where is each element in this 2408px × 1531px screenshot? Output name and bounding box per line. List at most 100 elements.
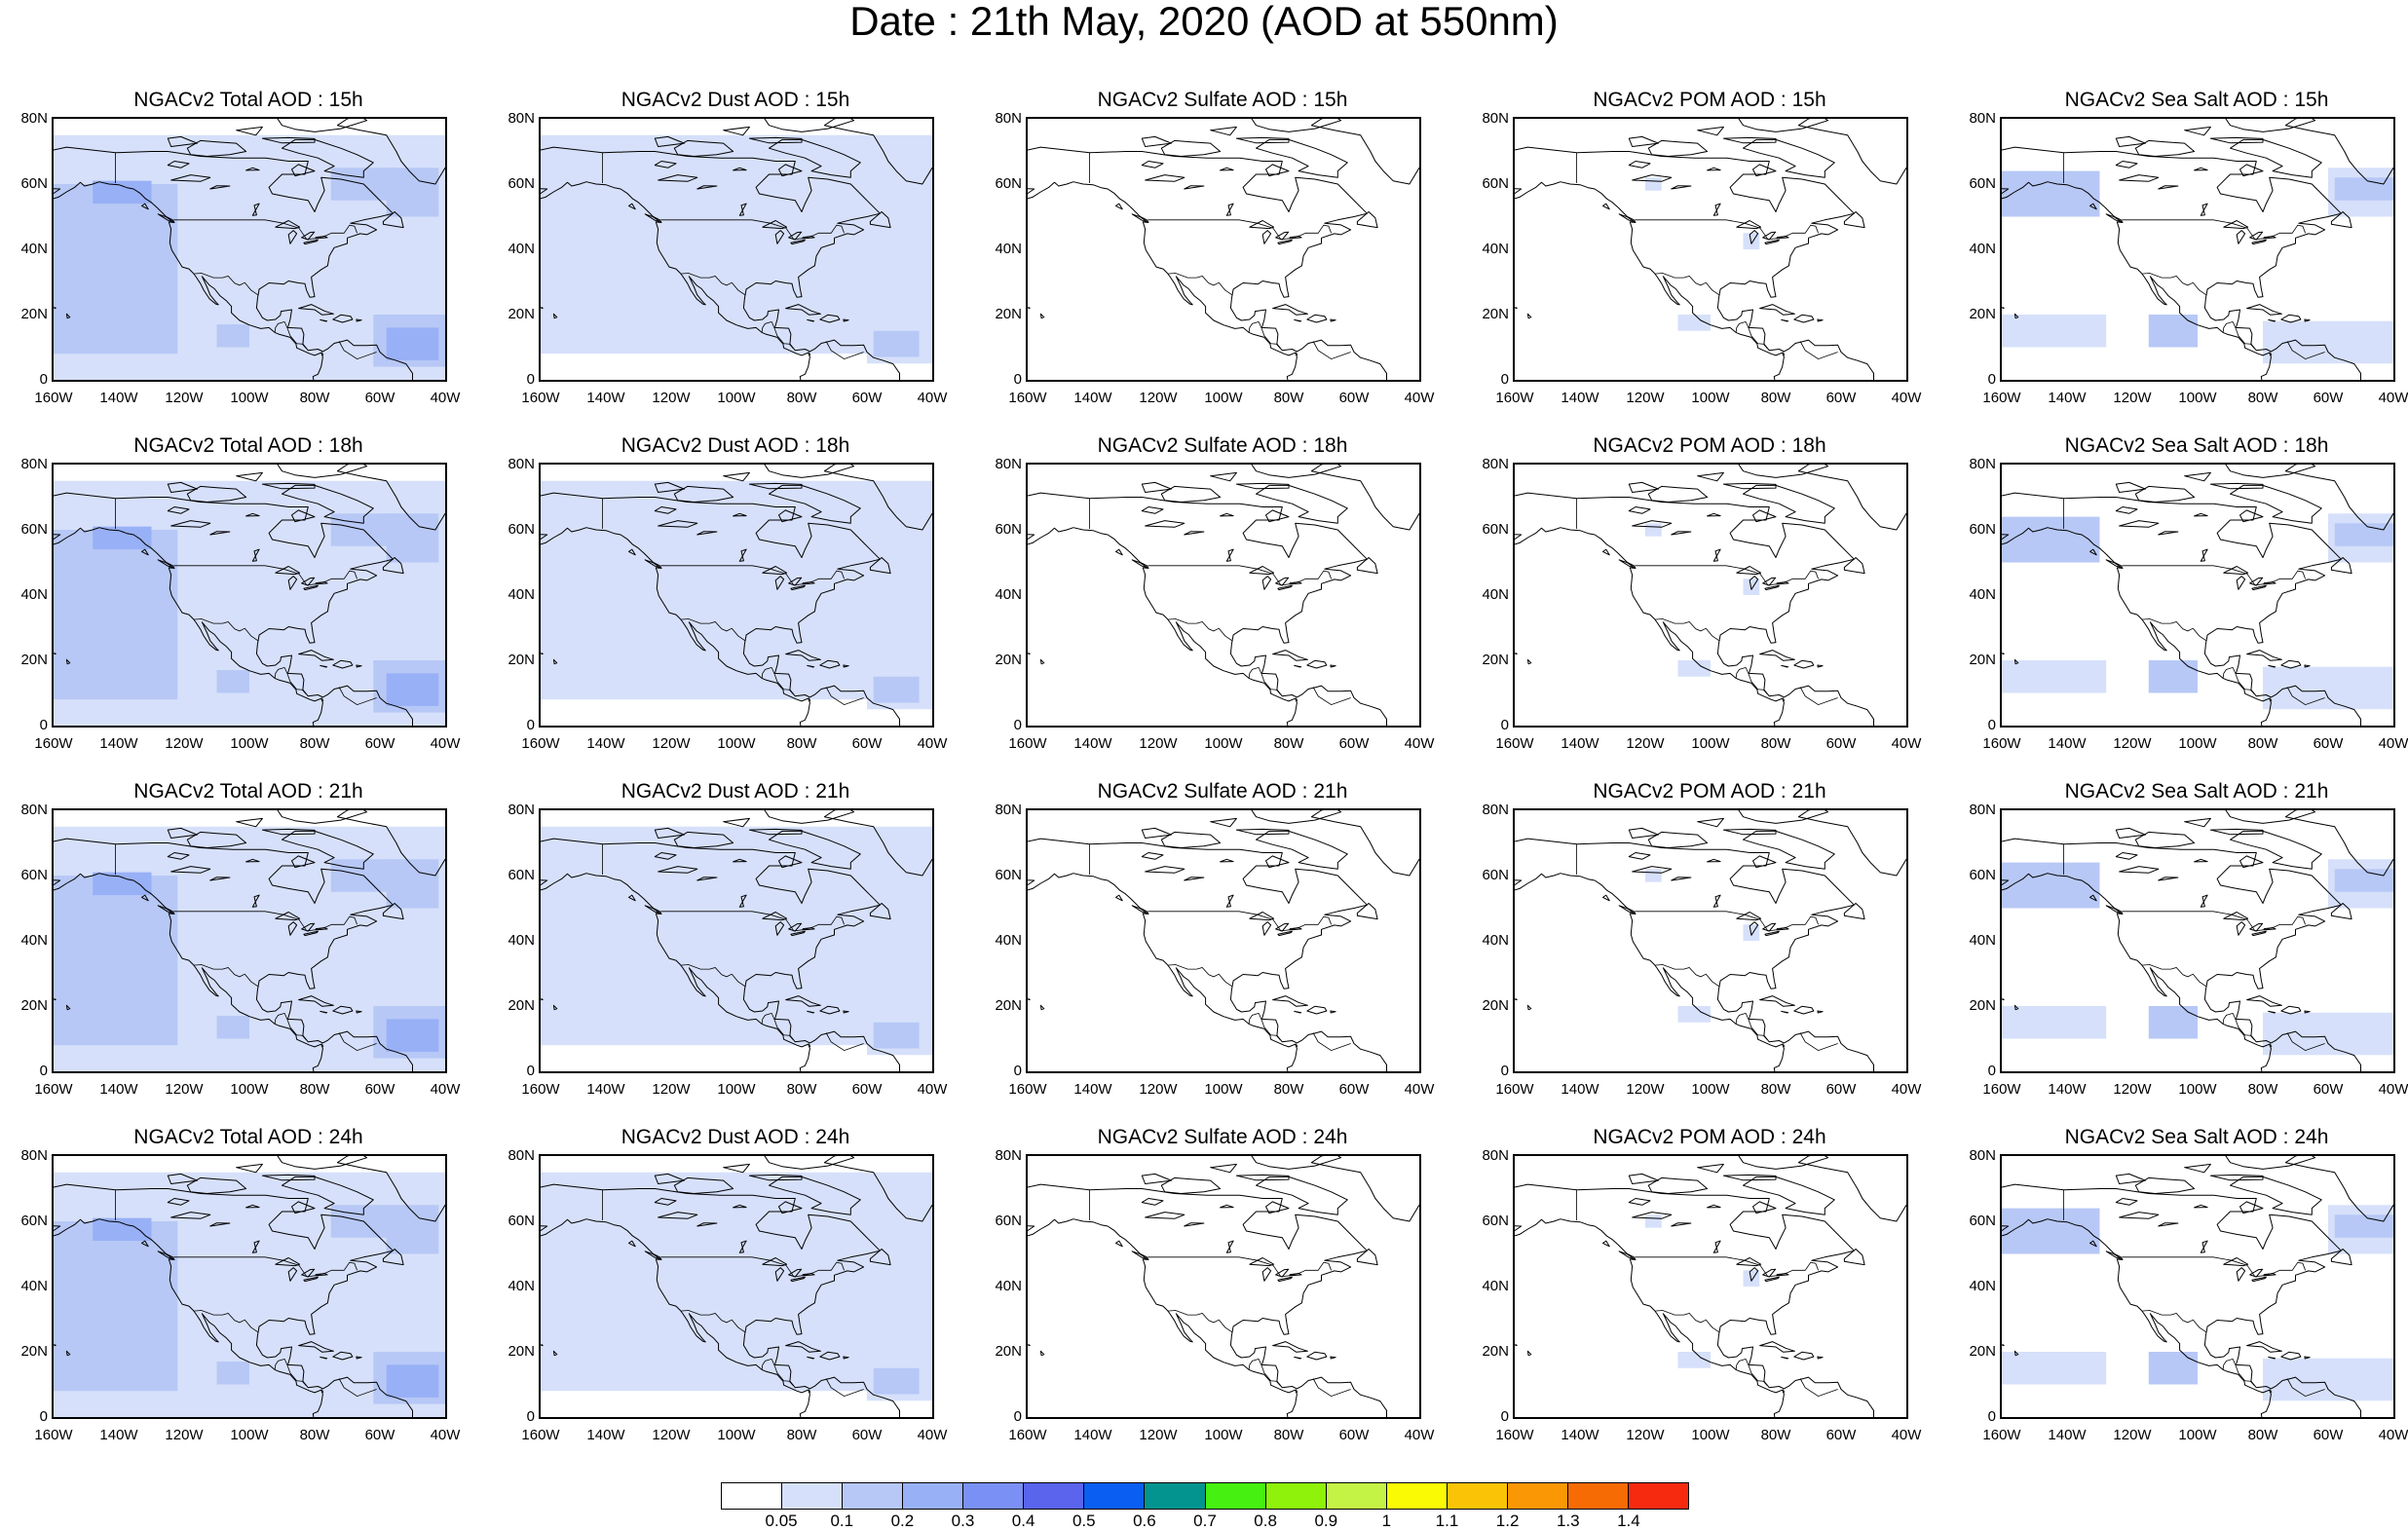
lon-tick-label: 140W xyxy=(1073,735,1112,752)
aod-shading xyxy=(2002,1208,2100,1254)
lat-tick-label: 20N xyxy=(20,652,48,668)
lon-tick-label: 60W xyxy=(851,1427,883,1443)
map-plot xyxy=(52,117,447,382)
aod-shading xyxy=(54,1221,178,1392)
coastline-island xyxy=(2209,1174,2264,1181)
country-border xyxy=(1745,1359,1750,1366)
lon-tick-label: 40W xyxy=(1404,735,1435,752)
lon-tick-label: 60W xyxy=(1825,735,1857,752)
aod-shading xyxy=(216,1362,249,1385)
lon-tick-label: 160W xyxy=(521,1081,560,1098)
colorbar-swatch xyxy=(1024,1483,1085,1509)
aod-shading xyxy=(873,1022,920,1049)
lake-outline xyxy=(167,1198,190,1206)
map-panel: NGACv2 Total AOD : 15h 0 20N 40N 60N 80N 160W 1… xyxy=(5,86,492,430)
lon-tick-label: 160W xyxy=(34,1427,73,1443)
lon-tick-label: 80W xyxy=(2247,735,2278,752)
country-border xyxy=(173,1256,357,1278)
lake-outline xyxy=(1184,877,1205,881)
aod-map-svg xyxy=(54,465,445,726)
lon-tick-label: 60W xyxy=(364,1081,395,1098)
lat-tick-label: 60N xyxy=(1482,175,1509,192)
lon-tick-label: 120W xyxy=(165,390,204,406)
lat-tick-label: 80N xyxy=(20,1147,48,1164)
aod-shading xyxy=(2334,177,2393,201)
lake-outline xyxy=(1736,1257,1762,1267)
aod-shading xyxy=(2002,170,2100,217)
lake-outline xyxy=(1220,858,1234,863)
coastline-island xyxy=(778,1201,803,1214)
lat-tick-label: 20N xyxy=(1482,652,1509,668)
country-border xyxy=(1148,1256,1332,1278)
lat-tick-label: 60N xyxy=(1969,521,1996,538)
coastline-island xyxy=(1265,509,1290,523)
coastline-island xyxy=(1330,664,1336,668)
coastline-island xyxy=(1515,998,1518,1001)
aod-map-svg xyxy=(54,119,445,380)
coastline-island xyxy=(2239,509,2264,523)
colorbar-label: 0.5 xyxy=(1072,1512,1096,1530)
panel-title: NGACv2 Sea Salt AOD : 21h xyxy=(2064,780,2329,803)
panel-title: NGACv2 Total AOD : 15h xyxy=(133,89,363,111)
coastline-island xyxy=(2304,318,2311,322)
coastline-island xyxy=(541,653,544,655)
coastline-island xyxy=(2209,136,2264,144)
coastline-island xyxy=(2230,1176,2322,1215)
map-plot xyxy=(1026,117,1421,382)
coastline-island xyxy=(2002,307,2005,310)
lon-tick-label: 100W xyxy=(717,1081,756,1098)
panel-title: NGACv2 Sulfate AOD : 15h xyxy=(1097,89,1348,111)
country-border xyxy=(274,1359,285,1370)
lat-tick-label: 60N xyxy=(1482,521,1509,538)
panel-title: NGACv2 POM AOD : 21h xyxy=(1593,780,1826,803)
coastline-island xyxy=(1738,810,1829,824)
coastline-island xyxy=(764,465,855,478)
map-panel: NGACv2 Total AOD : 21h 0 20N 40N 60N 80N 160W 1… xyxy=(5,777,492,1122)
lake-outline xyxy=(170,174,211,182)
lake-outline xyxy=(2115,506,2138,514)
lat-tick-label: 60N xyxy=(20,521,48,538)
lake-outline xyxy=(167,506,190,514)
coastline-island xyxy=(2280,314,2302,323)
lake-outline xyxy=(1736,566,1762,576)
lon-tick-label: 60W xyxy=(2313,735,2344,752)
coastline-island xyxy=(1743,138,1835,178)
coastline-island xyxy=(2304,1010,2311,1014)
coastline xyxy=(54,146,413,380)
lon-tick-label: 100W xyxy=(1204,735,1243,752)
map-panel: NGACv2 POM AOD : 24h 0 20N 40N 60N 80N 160W 140… xyxy=(1466,1123,1953,1468)
lake-outline xyxy=(1184,185,1205,190)
coastline-island xyxy=(769,484,861,524)
country-border xyxy=(773,1020,794,1041)
coastline-island xyxy=(1256,484,1348,524)
lat-tick-label: 60N xyxy=(995,175,1022,192)
lon-tick-label: 80W xyxy=(1273,1081,1304,1098)
coastline-island xyxy=(843,1356,849,1360)
lake-outline xyxy=(658,1212,698,1219)
coastline-island xyxy=(1294,1010,1302,1014)
coastline xyxy=(54,1183,413,1417)
colorbar-swatch xyxy=(843,1483,904,1509)
lat-tick-label: 60N xyxy=(508,521,535,538)
panel-title: NGACv2 Sulfate AOD : 18h xyxy=(1097,434,1348,457)
coastline-island xyxy=(1515,307,1518,310)
lon-tick-label: 40W xyxy=(1404,390,1435,406)
aod-shading xyxy=(1677,1006,1711,1023)
country-border xyxy=(2222,667,2234,679)
coastline-island xyxy=(1306,659,1328,669)
coastline-island xyxy=(167,481,198,493)
coastline-island xyxy=(1722,1174,1777,1181)
lake-outline xyxy=(1261,576,1272,590)
aod-shading xyxy=(2002,1352,2107,1385)
lake-outline xyxy=(762,1257,788,1267)
lat-tick-label: 20N xyxy=(20,997,48,1014)
colorbar-labels: 0.05 0.1 0.2 0.3 0.4 0.5 0.6 0.7 0.8 0.9 1 1.1 1.2 1.… xyxy=(721,1512,1689,1531)
panel-title: NGACv2 POM AOD : 15h xyxy=(1593,89,1826,111)
lake-outline xyxy=(1712,548,1721,562)
coastline-island xyxy=(261,482,316,490)
lake-outline xyxy=(1277,239,1293,245)
colorbar-swatch xyxy=(1145,1483,1206,1509)
country-border xyxy=(2235,674,2255,695)
coastline-island xyxy=(282,138,374,178)
panel-title: NGACv2 Dust AOD : 15h xyxy=(621,89,850,111)
